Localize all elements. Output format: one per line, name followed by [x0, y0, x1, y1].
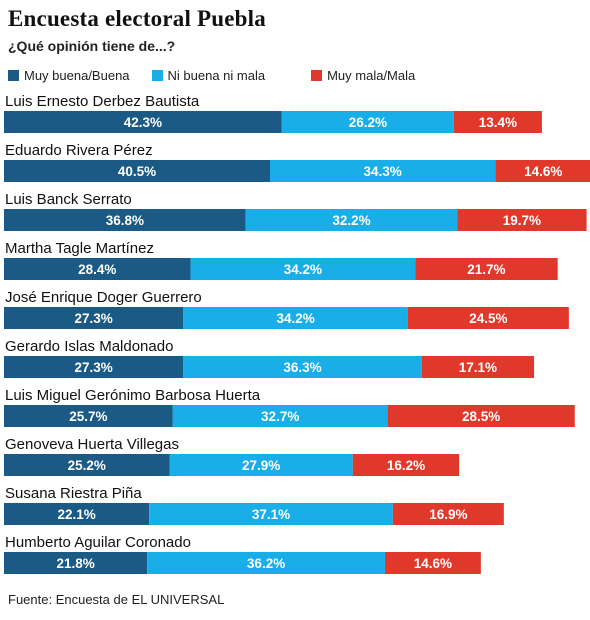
candidate-label: Luis Ernesto Derbez Bautista	[5, 93, 200, 110]
data-label: 32.2%	[332, 213, 370, 228]
bar-row: Luis Ernesto Derbez Bautista 42.3% 26.2% 13…	[4, 93, 542, 133]
bar-segment	[4, 258, 191, 280]
bar-segment	[4, 454, 170, 476]
candidate-label: Luis Miguel Gerónimo Barbosa Huerta	[5, 387, 261, 404]
bar-row: Martha Tagle Martínez 28.4% 34.2% 21.7%	[4, 240, 558, 280]
data-label: 34.3%	[364, 164, 402, 179]
bar-segment	[4, 405, 173, 427]
data-label: 13.4%	[479, 115, 517, 130]
candidate-label: Genoveva Huerta Villegas	[5, 436, 179, 453]
stacked-bar-chart: Luis Ernesto Derbez Bautista 42.3% 26.2% 13…	[4, 93, 590, 574]
data-label: 24.5%	[469, 311, 507, 326]
legend-item-mala: Muy mala/Mala	[311, 68, 415, 83]
data-label: 16.2%	[387, 458, 425, 473]
data-label: 34.2%	[276, 311, 314, 326]
data-label: 17.1%	[459, 360, 497, 375]
data-label: 19.7%	[503, 213, 541, 228]
bar-row: Luis Banck Serrato 36.8% 32.2% 19.7%	[4, 191, 587, 231]
bar-segment	[4, 307, 184, 329]
bar-segment	[421, 356, 535, 378]
data-label: 25.7%	[69, 409, 107, 424]
bar-segment	[147, 552, 385, 574]
bar-segment	[172, 405, 388, 427]
bar-segment	[183, 307, 408, 329]
bar-segment	[392, 503, 504, 525]
data-label: 37.1%	[252, 507, 290, 522]
candidate-label: Humberto Aguilar Coronado	[5, 534, 191, 551]
bar-segment	[407, 307, 569, 329]
data-label: 28.4%	[78, 262, 116, 277]
data-label: 40.5%	[118, 164, 156, 179]
bar-segment	[183, 356, 422, 378]
data-label: 32.7%	[261, 409, 299, 424]
data-label: 25.2%	[68, 458, 106, 473]
bar-row: Susana Riestra Piña 22.1% 37.1% 16.9%	[4, 485, 504, 525]
bar-segment	[281, 111, 454, 133]
bar-segment	[4, 356, 184, 378]
bar-row: Genoveva Huerta Villegas 25.2% 27.9% 16.2%	[4, 436, 460, 476]
bar-row: Eduardo Rivera Pérez 40.5% 34.3% 14.6%	[4, 142, 590, 182]
legend-label-buena: Muy buena/Buena	[24, 67, 130, 83]
data-label: 21.7%	[467, 262, 505, 277]
data-label: 14.6%	[524, 164, 562, 179]
bar-segment	[495, 160, 590, 182]
data-label: 22.1%	[57, 507, 95, 522]
data-label: 27.3%	[75, 360, 113, 375]
candidate-label: Eduardo Rivera Pérez	[5, 142, 153, 159]
bar-segment	[190, 258, 416, 280]
data-label: 28.5%	[462, 409, 500, 424]
bar-row: José Enrique Doger Guerrero 27.3% 34.2% 24.…	[4, 289, 569, 329]
bar-segment	[453, 111, 542, 133]
legend-label-mala: Muy mala/Mala	[327, 67, 416, 83]
legend-swatch-buena	[8, 69, 19, 81]
bar-segment	[149, 503, 393, 525]
candidate-label: Susana Riestra Piña	[5, 485, 142, 502]
bar-row: Luis Miguel Gerónimo Barbosa Huerta 25.7%…	[4, 387, 575, 427]
bar-segment	[415, 258, 558, 280]
bar-segment	[4, 160, 271, 182]
chart-title: Encuesta electoral Puebla	[8, 6, 266, 31]
bar-segment	[4, 111, 282, 133]
bar-segment	[270, 160, 496, 182]
bar-segment	[169, 454, 353, 476]
bar-segment	[352, 454, 460, 476]
candidate-label: Luis Banck Serrato	[5, 191, 132, 208]
source-note: Fuente: Encuesta de EL UNIVERSAL	[8, 592, 225, 607]
data-label: 14.6%	[414, 556, 452, 571]
bar-row: Humberto Aguilar Coronado 21.8% 36.2% 14.6%	[4, 534, 481, 574]
candidate-label: Gerardo Islas Maldonado	[5, 338, 173, 355]
bar-segment	[457, 209, 587, 231]
data-label: 42.3%	[124, 115, 162, 130]
data-label: 26.2%	[349, 115, 387, 130]
legend-item-buena: Muy buena/Buena	[8, 68, 130, 83]
legend: Muy buena/Buena Ni buena ni mala Muy mal…	[8, 67, 415, 83]
data-label: 27.9%	[242, 458, 280, 473]
bar-segment	[4, 503, 150, 525]
legend-swatch-ni	[151, 69, 163, 81]
chart-subtitle: ¿Qué opinión tiene de...?	[8, 38, 176, 54]
data-label: 21.8%	[56, 556, 94, 571]
candidate-label: José Enrique Doger Guerrero	[5, 289, 202, 306]
data-label: 36.2%	[247, 556, 285, 571]
bar-segment	[4, 209, 246, 231]
legend-label-ni: Ni buena ni mala	[167, 67, 266, 83]
data-label: 16.9%	[429, 507, 467, 522]
data-label: 27.3%	[75, 311, 113, 326]
bar-segment	[387, 405, 575, 427]
bar-segment	[245, 209, 458, 231]
data-label: 36.8%	[106, 213, 144, 228]
legend-swatch-mala	[311, 69, 323, 81]
bar-segment	[384, 552, 481, 574]
bar-row: Gerardo Islas Maldonado 27.3% 36.3% 17.1%	[4, 338, 535, 378]
candidate-label: Martha Tagle Martínez	[5, 240, 154, 257]
bar-segment	[4, 552, 148, 574]
legend-item-ni: Ni buena ni mala	[151, 67, 266, 83]
data-label: 36.3%	[283, 360, 321, 375]
data-label: 34.2%	[284, 262, 322, 277]
